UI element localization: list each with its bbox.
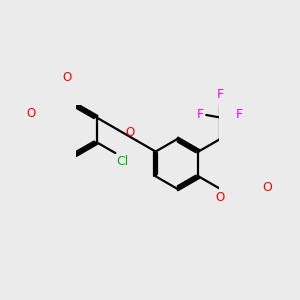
Text: O: O bbox=[62, 71, 71, 84]
Text: O: O bbox=[27, 107, 36, 120]
Text: O: O bbox=[126, 126, 135, 140]
Text: O: O bbox=[262, 181, 272, 194]
Text: F: F bbox=[236, 109, 242, 122]
Text: F: F bbox=[216, 88, 224, 101]
Text: O: O bbox=[216, 191, 225, 204]
Text: F: F bbox=[197, 109, 204, 122]
Text: Cl: Cl bbox=[116, 155, 128, 168]
